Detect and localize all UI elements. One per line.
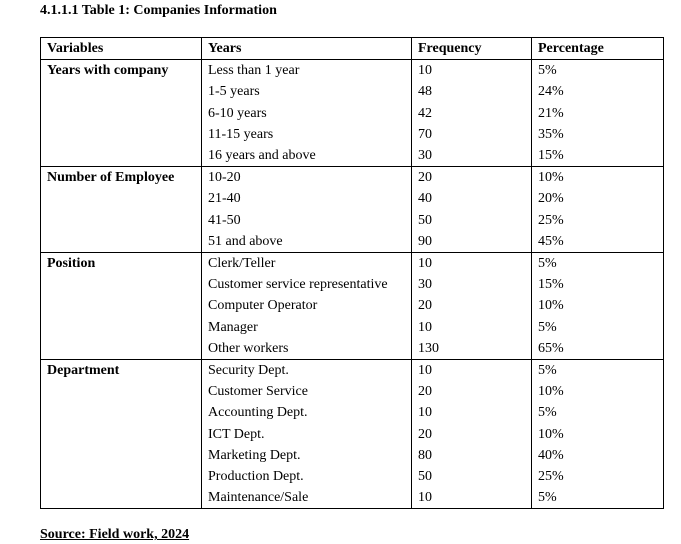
- group-row: Number of Employee 10-20 21-40 41-50 51 and …: [40, 166, 664, 254]
- percentage-item: 5%: [538, 63, 557, 79]
- companies-table: Variables Years Frequency Percentage Years …: [40, 36, 664, 510]
- years-item: 6-10 years: [208, 105, 267, 121]
- years-item: Computer Operator: [208, 298, 318, 314]
- header-cell: Frequency: [411, 36, 532, 61]
- group-row: Years with company Less than 1 year 1-5 ye…: [40, 59, 664, 168]
- percentage-cell: 5% 15% 10% 5% 65%: [531, 252, 664, 361]
- frequency-cell: 10 48 42 70 30: [411, 59, 532, 168]
- percentage-item: 45%: [538, 233, 564, 249]
- frequency-item: 10: [418, 405, 432, 421]
- source-note: Source: Field work, 2024: [40, 527, 190, 542]
- years-item: 11-15 years: [208, 126, 274, 142]
- percentage-item: 24%: [538, 84, 564, 100]
- header-row: Variables Years Frequency Percentage: [40, 36, 664, 61]
- percentage-item: 65%: [538, 340, 564, 356]
- years-cell: Clerk/Teller Customer service representat…: [201, 252, 412, 361]
- frequency-item: 90: [418, 233, 432, 249]
- percentage-cell: 5% 10% 5% 10% 40% 25% 5%: [531, 359, 664, 510]
- frequency-item: 10: [418, 319, 432, 335]
- variable-cell: Number of Employee: [40, 166, 202, 254]
- frequency-item: 10: [418, 490, 432, 506]
- variable-cell: Position: [40, 252, 202, 361]
- percentage-item: 10%: [538, 426, 564, 442]
- frequency-item: 10: [418, 256, 432, 272]
- percentage-item: 20%: [538, 191, 564, 207]
- frequency-item: 40: [418, 191, 432, 207]
- years-item: 51 and above: [208, 233, 283, 249]
- percentage-item: 5%: [538, 319, 557, 335]
- variable-cell: Years with company: [40, 59, 202, 168]
- years-item: Customer service representative: [208, 277, 388, 293]
- years-item: Maintenance/Sale: [208, 490, 309, 506]
- years-item: Less than 1 year: [208, 63, 300, 79]
- years-item: Production Dept.: [208, 469, 304, 485]
- frequency-item: 10: [418, 63, 432, 79]
- frequency-item: 30: [418, 148, 432, 164]
- years-item: 41-50: [208, 212, 241, 228]
- header-cell: Percentage: [531, 36, 664, 61]
- years-cell: Security Dept. Customer Service Accounting…: [201, 359, 412, 510]
- percentage-item: 10%: [538, 170, 564, 186]
- frequency-item: 70: [418, 126, 432, 142]
- frequency-item: 20: [418, 426, 432, 442]
- frequency-item: 130: [418, 340, 439, 356]
- percentage-item: 15%: [538, 277, 564, 293]
- frequency-item: 10: [418, 363, 432, 379]
- header-cell: Variables: [40, 36, 202, 61]
- table-body: Years with company Less than 1 year 1-5 ye…: [40, 59, 664, 510]
- years-item: Manager: [208, 319, 258, 335]
- percentage-item: 40%: [538, 447, 564, 463]
- frequency-item: 50: [418, 212, 432, 228]
- years-item: 21-40: [208, 191, 241, 207]
- frequency-item: 80: [418, 447, 432, 463]
- percentage-item: 21%: [538, 105, 564, 121]
- percentage-item: 10%: [538, 384, 564, 400]
- frequency-item: 48: [418, 84, 432, 100]
- percentage-item: 35%: [538, 126, 564, 142]
- frequency-item: 20: [418, 384, 432, 400]
- percentage-item: 5%: [538, 490, 557, 506]
- percentage-item: 5%: [538, 405, 557, 421]
- group-row: Department Security Dept. Customer Service…: [40, 359, 664, 510]
- header-cell: Years: [201, 36, 412, 61]
- years-item: Accounting Dept.: [208, 405, 308, 421]
- years-cell: Less than 1 year 1-5 years 6-10 years 11-15…: [201, 59, 412, 168]
- years-item: 16 years and above: [208, 148, 316, 164]
- years-item: Clerk/Teller: [208, 256, 276, 272]
- years-cell: 10-20 21-40 41-50 51 and above: [201, 166, 412, 254]
- years-item: ICT Dept.: [208, 426, 265, 442]
- variable-cell: Department: [40, 359, 202, 510]
- frequency-item: 30: [418, 277, 432, 293]
- percentage-item: 5%: [538, 256, 557, 272]
- percentage-item: 15%: [538, 148, 564, 164]
- years-item: Customer Service: [208, 384, 308, 400]
- frequency-item: 42: [418, 105, 432, 121]
- percentage-cell: 5% 24% 21% 35% 15%: [531, 59, 664, 168]
- frequency-item: 20: [418, 170, 432, 186]
- frequency-item: 50: [418, 469, 432, 485]
- frequency-item: 20: [418, 298, 432, 314]
- group-row: Position Clerk/Teller Customer service rep…: [40, 252, 664, 361]
- percentage-item: 5%: [538, 363, 557, 379]
- percentage-item: 10%: [538, 298, 564, 314]
- percentage-item: 25%: [538, 469, 564, 485]
- years-item: Other workers: [208, 340, 289, 356]
- percentage-item: 25%: [538, 212, 564, 228]
- years-item: 1-5 years: [208, 84, 260, 100]
- frequency-cell: 10 20 10 20 80 50 10: [411, 359, 532, 510]
- years-item: 10-20: [208, 170, 241, 186]
- percentage-cell: 10% 20% 25% 45%: [531, 166, 664, 254]
- table-title: 4.1.1.1 Table 1: Companies Information: [40, 3, 277, 18]
- frequency-cell: 20 40 50 90: [411, 166, 532, 254]
- years-item: Security Dept.: [208, 363, 289, 379]
- years-item: Marketing Dept.: [208, 447, 301, 463]
- frequency-cell: 10 30 20 10 130: [411, 252, 532, 361]
